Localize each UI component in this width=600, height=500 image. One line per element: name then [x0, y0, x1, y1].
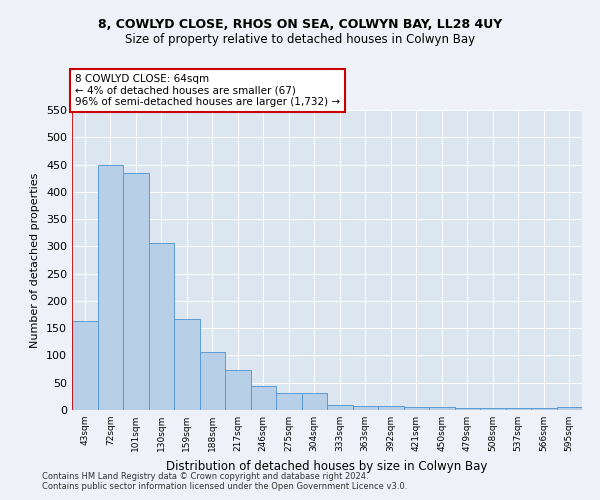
Bar — [378, 406, 404, 410]
Text: 8 COWLYD CLOSE: 64sqm
← 4% of detached houses are smaller (67)
96% of semi-detac: 8 COWLYD CLOSE: 64sqm ← 4% of detached h… — [75, 74, 340, 107]
Text: 8, COWLYD CLOSE, RHOS ON SEA, COLWYN BAY, LL28 4UY: 8, COWLYD CLOSE, RHOS ON SEA, COLWYN BAY… — [98, 18, 502, 30]
X-axis label: Distribution of detached houses by size in Colwyn Bay: Distribution of detached houses by size … — [166, 460, 488, 472]
Bar — [480, 408, 505, 410]
Bar — [429, 408, 455, 410]
Bar — [353, 406, 378, 410]
Bar — [149, 242, 174, 410]
Bar — [404, 408, 429, 410]
Bar — [123, 172, 149, 410]
Bar — [251, 386, 276, 410]
Text: Contains public sector information licensed under the Open Government Licence v3: Contains public sector information licen… — [42, 482, 407, 491]
Bar — [455, 408, 480, 410]
Bar — [199, 352, 225, 410]
Bar — [531, 408, 557, 410]
Bar — [174, 319, 199, 410]
Bar — [327, 404, 353, 410]
Text: Contains HM Land Registry data © Crown copyright and database right 2024.: Contains HM Land Registry data © Crown c… — [42, 472, 368, 481]
Text: Size of property relative to detached houses in Colwyn Bay: Size of property relative to detached ho… — [125, 32, 475, 46]
Bar — [97, 164, 123, 410]
Bar — [557, 408, 582, 410]
Bar — [302, 392, 327, 410]
Bar — [225, 370, 251, 410]
Bar — [72, 321, 97, 410]
Bar — [276, 392, 302, 410]
Y-axis label: Number of detached properties: Number of detached properties — [31, 172, 40, 348]
Bar — [505, 408, 531, 410]
